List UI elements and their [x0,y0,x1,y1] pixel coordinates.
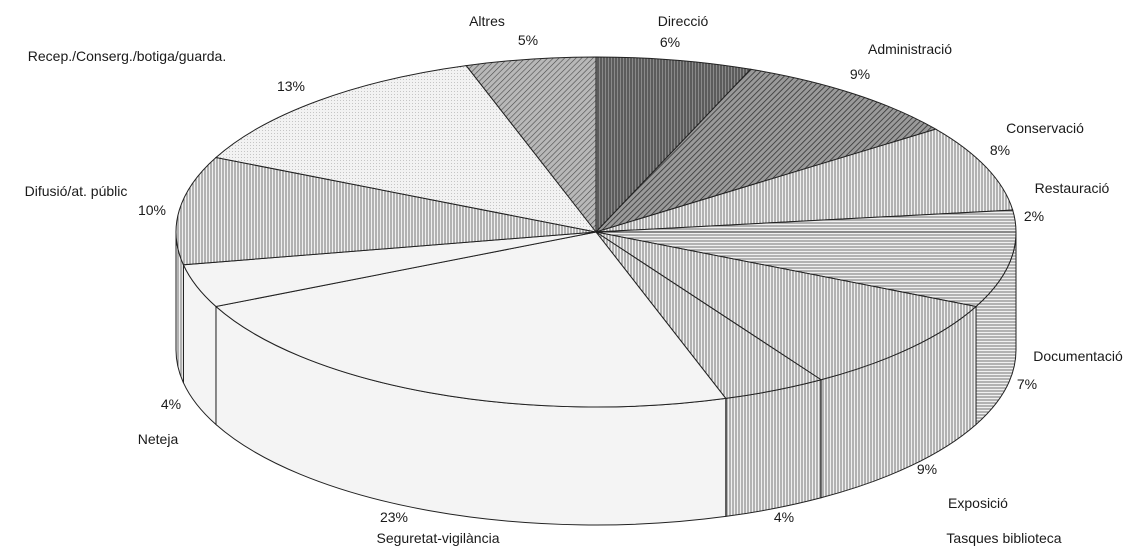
slice-name-label: Tasques biblioteca [946,530,1061,546]
slice-name-label: Exposició [948,495,1008,511]
pie-slice-7 [214,231,727,408]
slice-name-label: Conservació [1006,120,1084,136]
slice-percent-label: 6% [660,34,680,50]
slice-name-label: Difusió/at. públic [25,183,128,199]
pie-slice-10 [214,65,598,233]
pie-labels: Direcció 6% Administració 9% Conservació 8% Re… [25,13,1123,546]
slice-name-label: Seguretat-vigilància [377,530,500,546]
slice-percent-label: 7% [1017,376,1037,392]
pie-slice-2 [595,128,1014,233]
slice-percent-label: 23% [380,509,408,525]
slice-name-label: Recep./Conserg./botiga/guarda. [28,48,226,64]
pie-slice-11 [465,56,597,234]
slice-percent-label: 9% [850,66,870,82]
pie-slice-9 [175,156,597,266]
slice-percent-label: 4% [774,509,794,525]
pie-top-faces [175,56,1017,408]
pie-side-6 [725,379,822,518]
slice-percent-label: 4% [161,396,181,412]
slice-name-label: Neteja [138,431,179,447]
slice-name-label: Restauració [1035,180,1110,196]
slice-percent-label: 2% [1024,208,1044,224]
slice-name-label: Administració [868,41,952,57]
pie-side-walls [175,231,1017,526]
slice-percent-label: 8% [990,142,1010,158]
slice-percent-label: 5% [518,32,538,48]
pie-slice-5 [595,231,978,381]
slice-percent-label: 10% [138,202,166,218]
slice-percent-label: 13% [277,78,305,94]
slice-name-label: Altres [469,13,505,29]
slice-name-label: Documentació [1033,348,1123,364]
pie-slice-4 [595,231,1017,308]
pie-slice-0 [595,56,752,234]
slice-percent-label: 9% [917,461,937,477]
pie-slice-1 [594,68,938,234]
slice-name-label: Direcció [658,13,709,29]
